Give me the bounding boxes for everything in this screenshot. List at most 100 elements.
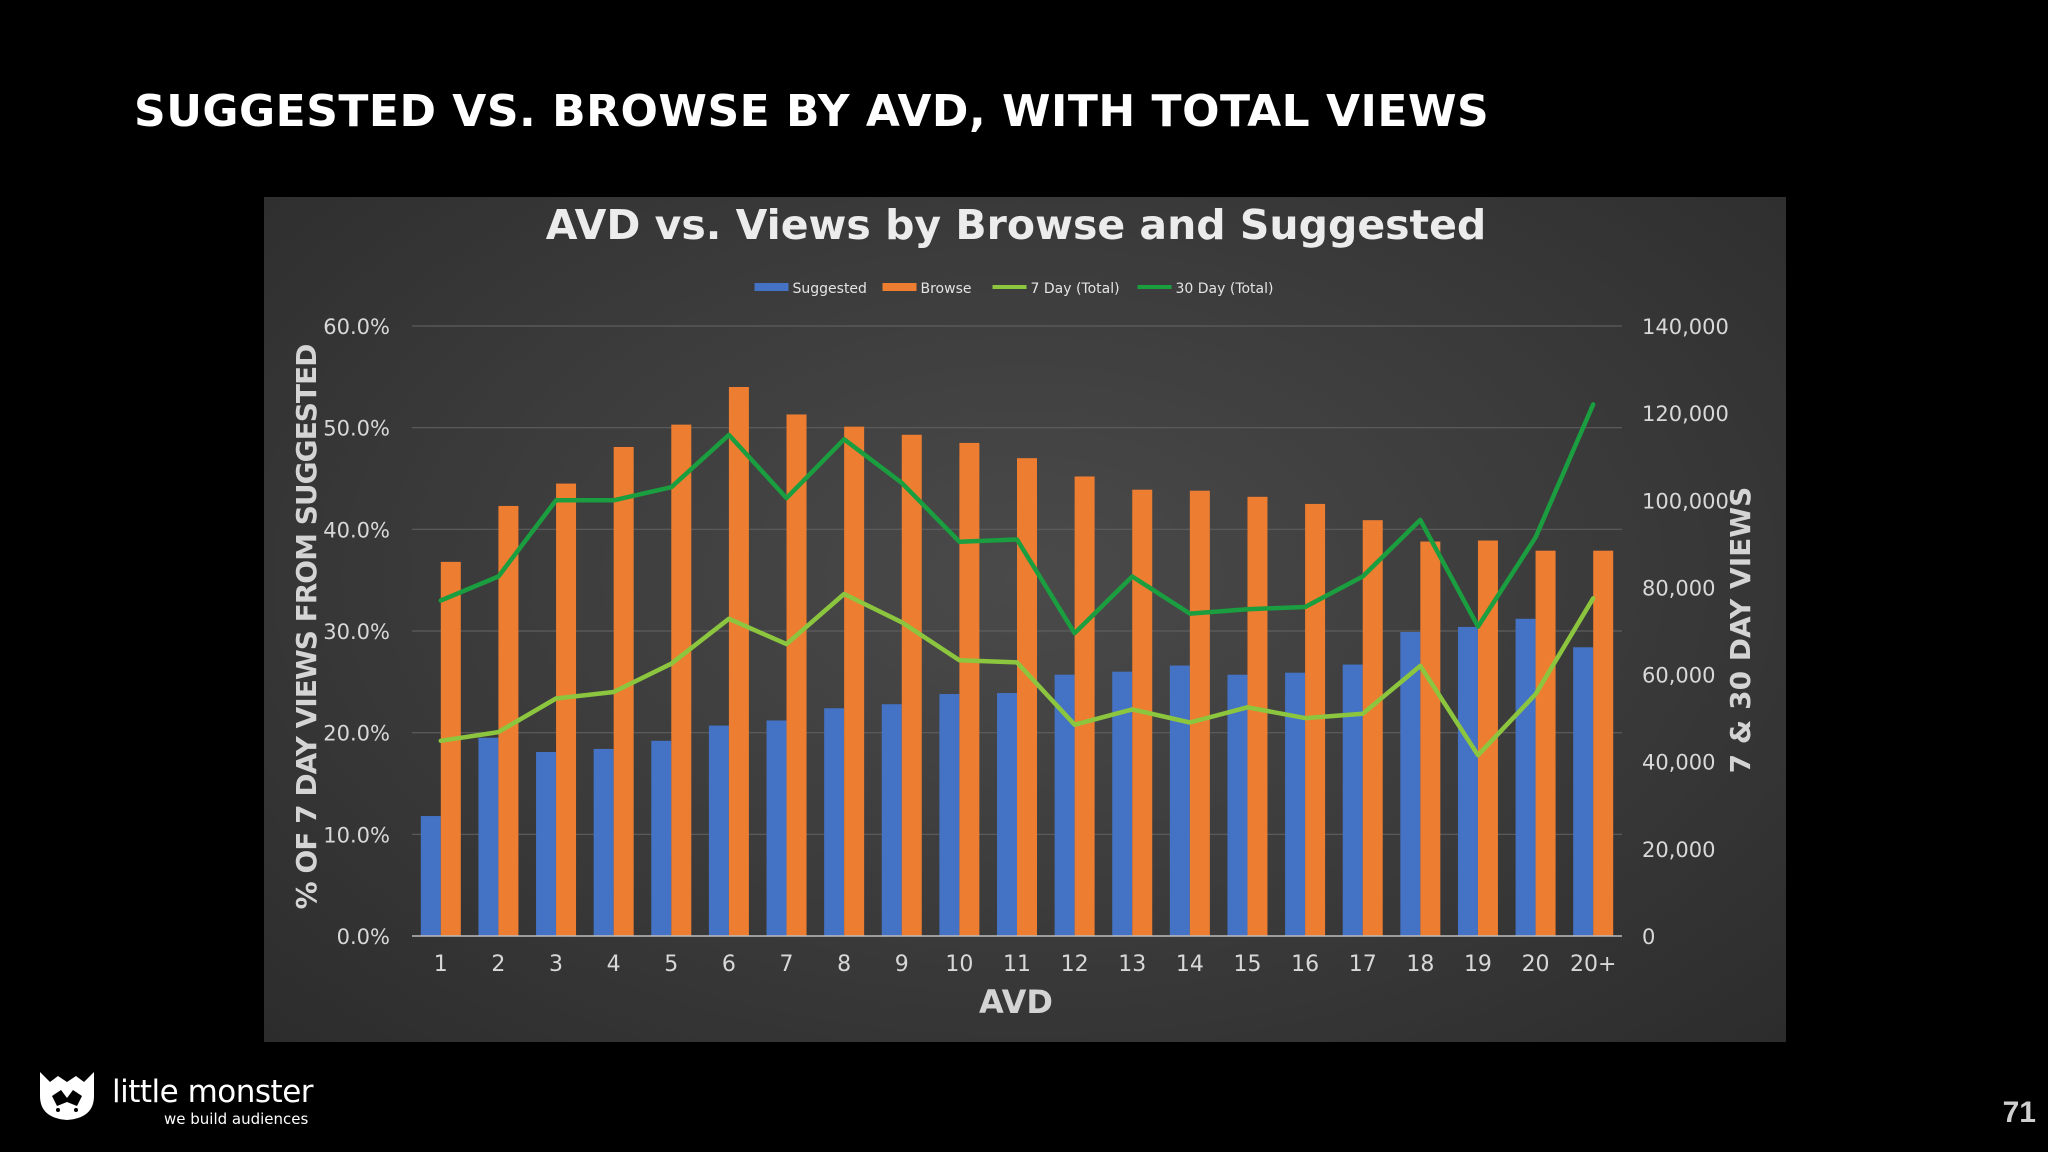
lines (438, 402, 1596, 758)
y-tick-label: 10.0% (323, 823, 390, 847)
y-tick-label: 40.0% (323, 518, 390, 542)
x-tick-label: 2 (491, 952, 505, 977)
y2-tick-label: 0 (1642, 925, 1655, 949)
browse-bar (1593, 550, 1614, 936)
monster-logo-icon (40, 1072, 94, 1120)
y2-axis-label: 7 & 30 DAY VIEWS (1724, 487, 1757, 774)
browse-bar (440, 561, 461, 936)
thirty-day-line (438, 402, 1596, 636)
browse-bar (959, 442, 980, 936)
suggested-bar (1342, 664, 1363, 936)
legend-label: Suggested (793, 281, 867, 297)
y-tick-label: 50.0% (323, 417, 390, 441)
page-number: 71 (2002, 1096, 2036, 1129)
y-tick-label: 30.0% (323, 620, 390, 644)
x-tick-label: 19 (1464, 952, 1492, 977)
x-tick-label: 8 (837, 952, 851, 977)
x-tick-label: 15 (1233, 952, 1261, 977)
slide-title: SUGGESTED VS. BROWSE BY AVD, WITH TOTAL … (134, 86, 1490, 137)
browse-bar (728, 387, 749, 936)
browse-bar (786, 414, 807, 936)
suggested-bar (536, 751, 557, 936)
browse-bar (844, 426, 865, 936)
suggested-bar (1457, 626, 1478, 936)
x-axis-ticks: 1 2 3 4 5 6 7 8 9 10 11 12 13 14 15 16 17 18 19 20 20+ (434, 952, 1617, 977)
suggested-bar (1400, 632, 1421, 936)
x-tick-label: 20 (1522, 952, 1550, 977)
browse-bar (613, 446, 634, 936)
suggested-bar (766, 720, 787, 936)
x-tick-label: 10 (945, 952, 973, 977)
browse-bar (498, 505, 519, 936)
x-tick-label: 9 (895, 952, 909, 977)
x-tick-label: 16 (1291, 952, 1319, 977)
y-tick-label: 60.0% (323, 315, 390, 339)
legend-swatch (754, 283, 789, 291)
x-tick-label: 18 (1406, 952, 1434, 977)
suggested-bar (1285, 672, 1306, 936)
legend-swatch (882, 283, 917, 291)
suggested-bar (708, 725, 729, 936)
suggested-bar (651, 740, 672, 936)
y2-tick-label: 140,000 (1642, 315, 1729, 339)
chart-panel: AVD vs. Views by Browse and Suggested Su… (264, 197, 1786, 1042)
suggested-bar (1054, 674, 1075, 936)
logo-tagline: we build audiences (164, 1110, 309, 1128)
browse-bar (556, 483, 577, 936)
seven-day-line (438, 591, 1596, 758)
chart-title: AVD vs. Views by Browse and Suggested (546, 201, 1487, 249)
browse-bar (1420, 541, 1441, 936)
x-tick-label: 17 (1349, 952, 1377, 977)
y2-tick-label: 80,000 (1642, 576, 1715, 600)
browse-bar (1017, 458, 1037, 936)
suggested-bar (1515, 618, 1536, 936)
legend-label: 30 Day (Total) (1176, 281, 1274, 297)
x-tick-label: 14 (1176, 952, 1204, 977)
x-tick-label: 3 (549, 952, 563, 977)
y-axis-label: % OF 7 DAY VIEWS FROM SUGGESTED (290, 345, 323, 910)
x-tick-label: 4 (607, 952, 621, 977)
y-tick-label: 0.0% (337, 925, 390, 949)
combo-chart: AVD vs. Views by Browse and Suggested Su… (290, 201, 1757, 1021)
suggested-bar (939, 694, 960, 936)
suggested-bar (881, 704, 902, 936)
browse-bar (901, 434, 922, 936)
x-tick-label: 7 (780, 952, 794, 977)
y2-tick-label: 100,000 (1642, 489, 1729, 513)
suggested-bar (1112, 671, 1133, 936)
x-tick-label: 20+ (1570, 952, 1616, 977)
y2-tick-label: 60,000 (1642, 664, 1715, 688)
x-tick-label: 5 (664, 952, 678, 977)
suggested-bar (478, 737, 499, 936)
x-tick-label: 1 (434, 952, 448, 977)
y-axis-ticks: 0.0% 10.0% 20.0% 30.0% 40.0% 50.0% 60.0% (323, 315, 390, 949)
browse-bar (671, 424, 692, 936)
legend: Suggested Browse 7 Day (Total) 30 Day (Tota… (754, 281, 1274, 297)
suggested-bar (1169, 665, 1190, 936)
suggested-bar (593, 748, 614, 936)
x-tick-label: 12 (1061, 952, 1089, 977)
x-axis-label: AVD (979, 983, 1053, 1021)
brand-logo: little monster we build audiences (34, 1066, 314, 1130)
legend-label: 7 Day (Total) (1031, 281, 1120, 297)
suggested-bar (824, 708, 845, 936)
y2-tick-label: 120,000 (1642, 402, 1729, 426)
x-tick-label: 6 (722, 952, 736, 977)
browse-bar (1247, 496, 1268, 936)
suggested-bar (1227, 674, 1248, 936)
browse-bar (1362, 520, 1383, 936)
y-tick-label: 20.0% (323, 722, 390, 746)
y2-axis-ticks: 0 20,000 40,000 60,000 80,000 100,000 120,000 1… (1642, 315, 1729, 949)
browse-bar (1189, 490, 1210, 936)
browse-bar (1477, 540, 1498, 936)
x-tick-label: 13 (1118, 952, 1146, 977)
browse-bar (1305, 503, 1326, 936)
logo-name: little monster (112, 1074, 314, 1110)
y2-tick-label: 40,000 (1642, 751, 1715, 775)
suggested-bar (997, 693, 1017, 936)
legend-label: Browse (921, 281, 972, 297)
suggested-bar (1573, 647, 1594, 936)
browse-bar (1074, 476, 1095, 936)
browse-bar (1535, 550, 1556, 936)
y2-tick-label: 20,000 (1642, 838, 1715, 862)
